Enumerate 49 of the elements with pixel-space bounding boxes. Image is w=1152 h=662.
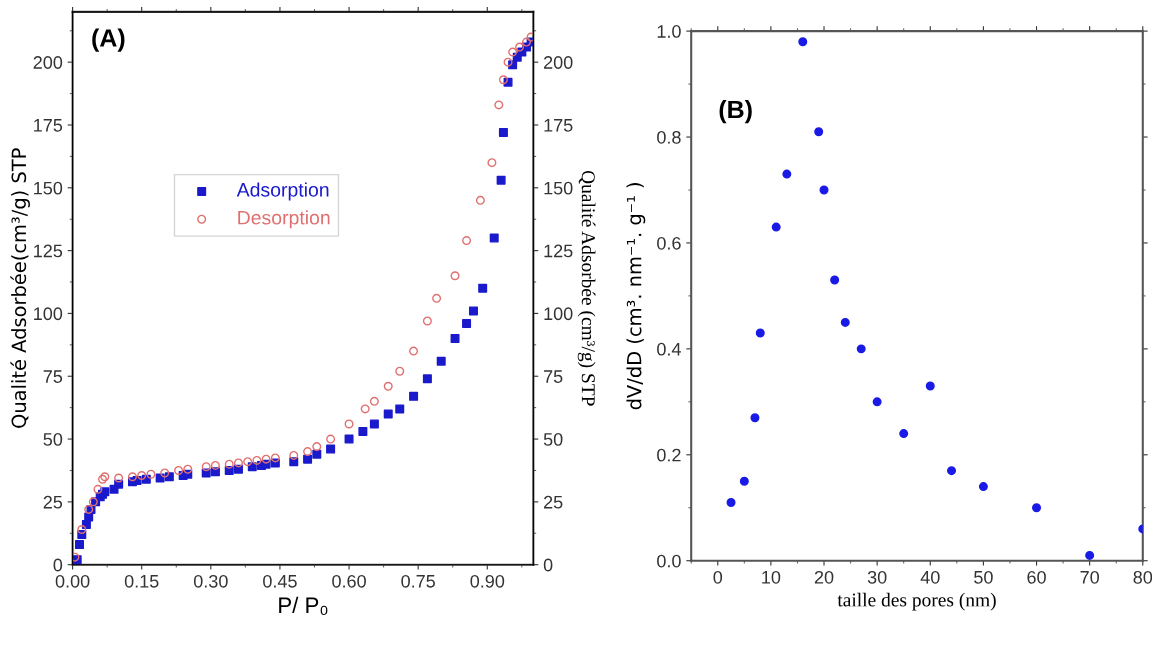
y-tick-label: 150 [34, 181, 63, 195]
x-tick-label: 0.00 [55, 574, 90, 588]
y2-tick-label: 25 [544, 495, 563, 509]
x-tick-label: 70 [1080, 570, 1099, 584]
y2-tick-label: 125 [544, 244, 573, 258]
y-axis-title: Qualité Adsorbée(cm³/g) STP [10, 148, 30, 428]
x-tick-label: 0.30 [193, 574, 228, 588]
x-tick-label: 80 [1133, 570, 1152, 584]
x-tick-label: 0.45 [263, 574, 297, 588]
y-tick-label: 125 [34, 244, 63, 258]
y2-tick-label: 75 [544, 370, 563, 383]
y2-tick-label: 50 [543, 432, 563, 446]
x-axis-title: P/ P₀ [279, 596, 328, 615]
y2-axis-title: Qualité Adsorbée (cm³/g) STP [577, 170, 596, 406]
y2-tick-label: 200 [544, 56, 573, 69]
y-tick-label: 0.4 [657, 342, 681, 356]
y-tick-label: 50 [43, 432, 63, 446]
legend-label: Desorption [238, 210, 330, 229]
x-tick-label: 0.15 [124, 574, 159, 588]
x-tick-label: 0.60 [332, 574, 366, 588]
x-tick-label: 0.90 [470, 574, 505, 588]
x-tick-label: 0.75 [401, 574, 435, 588]
annotation: (B) [719, 99, 752, 124]
y2-tick-label: 175 [544, 119, 573, 132]
y2-tick-label: 0 [543, 558, 553, 572]
x-tick-label: 0 [713, 570, 723, 584]
x-axis-title: taille des pores (nm) [837, 592, 996, 611]
y-tick-label: 25 [43, 495, 63, 509]
y-tick-label: 1.0 [657, 25, 681, 38]
legend-label: Adsorption [236, 182, 329, 201]
y-tick-label: 200 [33, 56, 63, 69]
y-tick-label: 0.0 [657, 554, 681, 568]
y2-tick-label: 150 [544, 181, 573, 195]
x-tick-label: 30 [867, 570, 887, 584]
y-tick-label: 0.6 [657, 236, 681, 250]
y-tick-label: 100 [34, 307, 63, 321]
x-tick-label: 50 [974, 570, 993, 584]
y-tick-label: 75 [43, 370, 63, 383]
x-tick-label: 60 [1027, 570, 1046, 584]
y2-tick-label: 100 [544, 307, 573, 321]
x-tick-label: 20 [814, 570, 834, 584]
y-tick-label: 0.8 [657, 130, 681, 144]
annotation: (A) [92, 28, 125, 52]
x-tick-label: 40 [920, 570, 940, 584]
y-tick-label: 0 [53, 558, 63, 572]
y-tick-label: 0.2 [657, 448, 681, 462]
x-tick-label: 10 [762, 570, 781, 584]
y-axis-title: dV/dD (cm³. nm⁻¹. g⁻¹ ) [626, 183, 646, 410]
y-tick-label: 175 [34, 119, 63, 132]
